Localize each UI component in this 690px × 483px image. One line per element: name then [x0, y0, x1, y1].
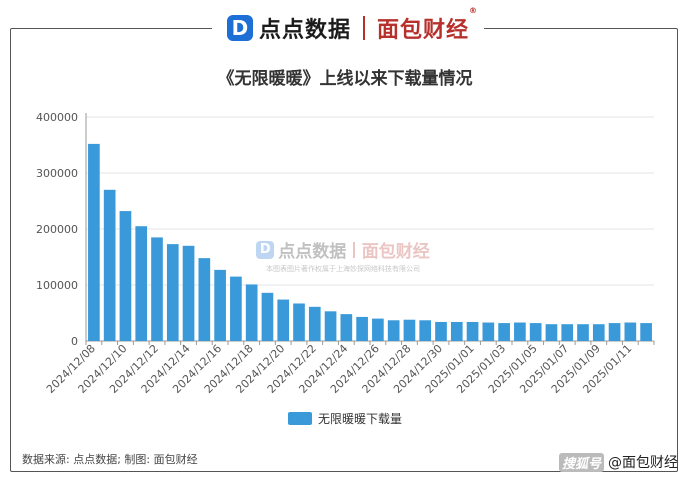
bar	[198, 258, 211, 341]
brand-divider	[363, 16, 365, 40]
legend[interactable]: 无限暖暖下载量	[0, 410, 690, 427]
bar	[230, 276, 242, 341]
y-tick-label: 400000	[36, 111, 78, 124]
bar	[514, 322, 526, 341]
bar	[119, 211, 132, 341]
bar	[356, 316, 368, 341]
bar	[561, 324, 574, 341]
bar	[135, 226, 148, 341]
bar	[88, 143, 100, 341]
legend-label: 无限暖暖下载量	[317, 412, 402, 426]
bar	[151, 237, 163, 341]
bar	[245, 284, 258, 341]
diandian-logo-icon: D	[226, 15, 253, 41]
bar	[293, 303, 305, 341]
bar	[214, 269, 226, 341]
y-tick-label: 200000	[36, 223, 78, 236]
brand-right-name: 面包财经 ®	[377, 6, 479, 43]
bar	[624, 322, 637, 341]
bar	[308, 306, 321, 341]
y-tick-label: 0	[71, 335, 78, 348]
registered-mark: ®	[469, 6, 479, 15]
credit: 搜狐号 @面包财经	[558, 452, 678, 472]
brand-left-name: 点点数据	[258, 18, 351, 43]
bar	[261, 292, 274, 341]
bar	[482, 322, 495, 341]
bar	[166, 244, 179, 341]
bar	[466, 321, 479, 341]
bar	[340, 314, 353, 341]
bar	[324, 311, 337, 341]
bar	[608, 323, 621, 341]
bar	[498, 323, 510, 341]
bar	[545, 324, 558, 341]
bar	[577, 324, 589, 341]
source-note: 数据来源: 点点数据; 制图: 面包财经	[22, 453, 198, 466]
credit-text: @面包财经	[608, 455, 678, 471]
bar	[435, 321, 447, 341]
bar	[103, 189, 116, 341]
y-tick-label: 100000	[36, 279, 78, 292]
bar	[419, 320, 432, 341]
legend-swatch	[287, 412, 312, 425]
y-tick-label: 300000	[36, 167, 78, 180]
bar	[529, 323, 542, 341]
bar	[450, 321, 463, 341]
bar	[277, 299, 290, 341]
bar	[403, 319, 416, 341]
sohu-logo-icon: 搜狐号	[558, 452, 604, 472]
bar	[592, 324, 605, 341]
bar	[640, 323, 652, 341]
brand-header: D 点点数据 面包财经 ®	[212, 6, 484, 46]
bar	[387, 320, 400, 341]
bar	[372, 318, 384, 341]
chart-title: 《无限暖暖》上线以来下载量情况	[217, 69, 473, 89]
bar	[182, 245, 195, 341]
